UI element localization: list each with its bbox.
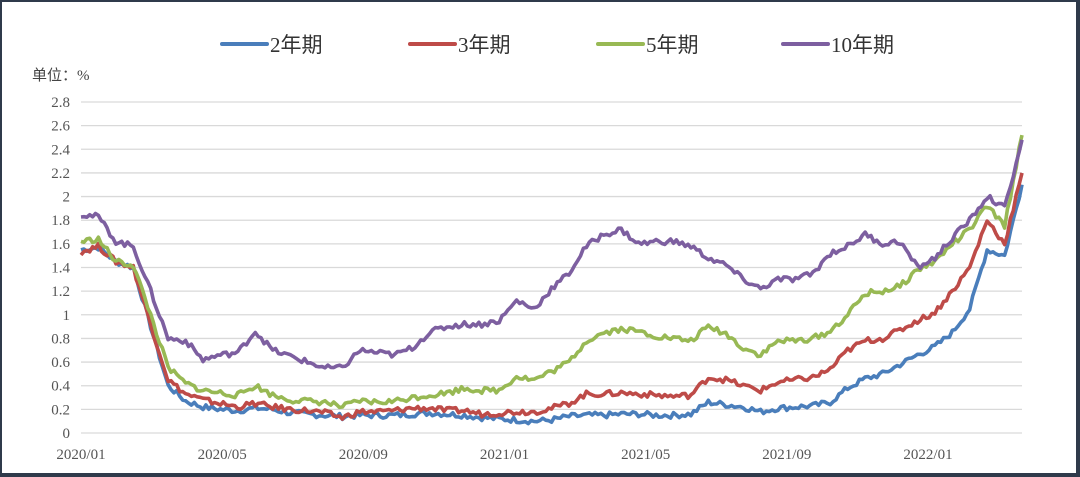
series-line-1 xyxy=(80,184,1024,426)
x-tick-label: 2020/09 xyxy=(339,447,388,463)
legend-label: 5年期 xyxy=(646,33,699,57)
y-tick-label: 1 xyxy=(63,308,71,324)
legend-item: 5年期 xyxy=(596,33,699,57)
legend: 2年期 3年期 5年期 10年期 xyxy=(220,33,894,57)
legend-label: 3年期 xyxy=(458,33,511,57)
y-tick-label: 0.8 xyxy=(51,331,70,347)
legend-label: 10年期 xyxy=(831,33,894,57)
x-tick-label: 2022/01 xyxy=(903,447,952,463)
x-axis-ticks: 2020/01 2020/05 2020/09 2021/01 2021/05 2021/… xyxy=(56,447,952,463)
series-line-4 xyxy=(80,139,1024,370)
x-tick-label: 2020/05 xyxy=(198,447,247,463)
y-tick-label: 1.4 xyxy=(51,261,70,277)
x-tick-label: 2021/09 xyxy=(762,447,811,463)
y-tick-label: 0 xyxy=(63,426,71,442)
legend-item: 10年期 xyxy=(781,33,894,57)
y-tick-label: 2.8 xyxy=(51,95,70,111)
y-tick-label: 0.6 xyxy=(51,355,70,371)
y-tick-label: 0.4 xyxy=(51,379,70,395)
y-tick-label: 2.4 xyxy=(51,142,70,158)
y-tick-label: 0.2 xyxy=(51,402,70,418)
y-tick-label: 2.2 xyxy=(51,166,70,182)
unit-label: 单位：% xyxy=(32,67,90,84)
y-axis-ticks: 0 0.2 0.4 0.6 0.8 1 1.2 1.4 1.6 1.8 2 2.2 2.4 2.6 2.8 xyxy=(51,95,70,442)
series-line-3 xyxy=(80,134,1024,410)
y-tick-label: 2.6 xyxy=(51,119,70,135)
y-tick-label: 1.8 xyxy=(51,213,70,229)
legend-label: 2年期 xyxy=(270,33,323,57)
series-lines xyxy=(79,134,1024,426)
gridlines xyxy=(81,101,1022,434)
y-tick-label: 1.6 xyxy=(51,237,70,253)
series-line-2 xyxy=(79,172,1024,421)
y-tick-label: 2 xyxy=(63,190,71,206)
legend-item: 3年期 xyxy=(408,33,511,57)
y-tick-label: 1.2 xyxy=(51,284,70,300)
x-tick-label: 2021/05 xyxy=(621,447,670,463)
x-tick-label: 2020/01 xyxy=(56,447,105,463)
legend-item: 2年期 xyxy=(220,33,323,57)
x-tick-label: 2021/01 xyxy=(480,447,529,463)
